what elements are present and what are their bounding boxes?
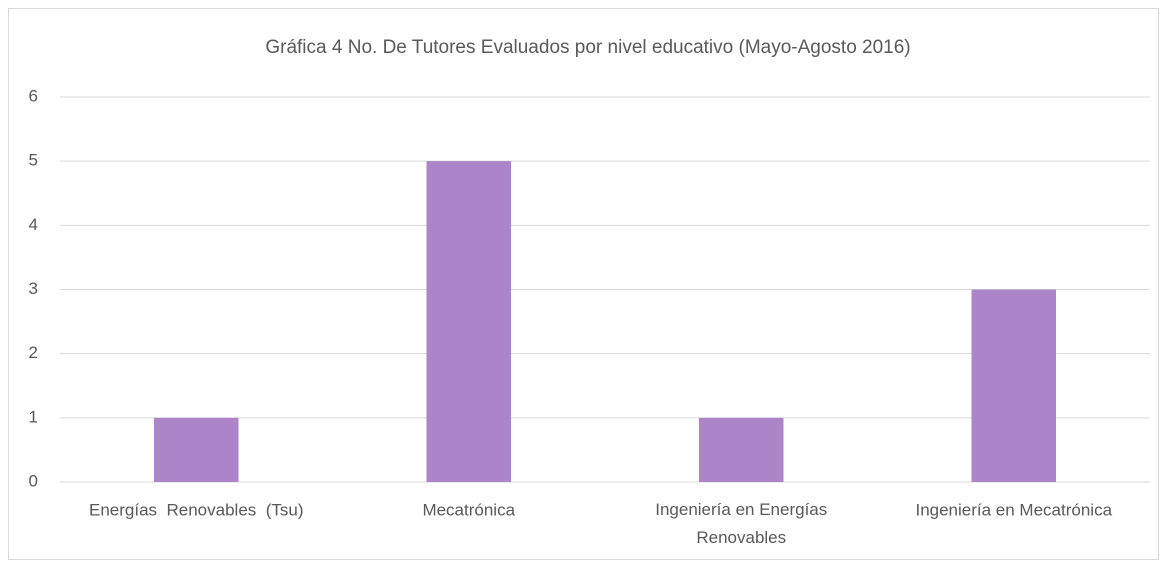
x-tick-label: Energías Renovables (Tsu)	[89, 500, 304, 519]
x-tick-label: Ingeniería en Energías Renovables	[655, 500, 827, 547]
y-tick-label: 6	[29, 86, 38, 105]
y-tick-label: 3	[29, 279, 38, 298]
bar	[699, 417, 784, 482]
y-tick-label: 1	[29, 407, 38, 426]
x-tick-label: Mecatrónica	[422, 500, 515, 519]
bar	[154, 417, 239, 482]
x-tick-label: Ingeniería en Mecatrónica	[915, 500, 1112, 519]
bar	[426, 161, 511, 482]
y-tick-label: 0	[29, 471, 38, 490]
y-tick-label: 4	[29, 215, 38, 234]
bar	[971, 289, 1056, 482]
chart-title: Gráfica 4 No. De Tutores Evaluados por n…	[265, 37, 910, 58]
y-tick-label: 5	[29, 151, 38, 170]
y-tick-label: 2	[29, 343, 38, 362]
